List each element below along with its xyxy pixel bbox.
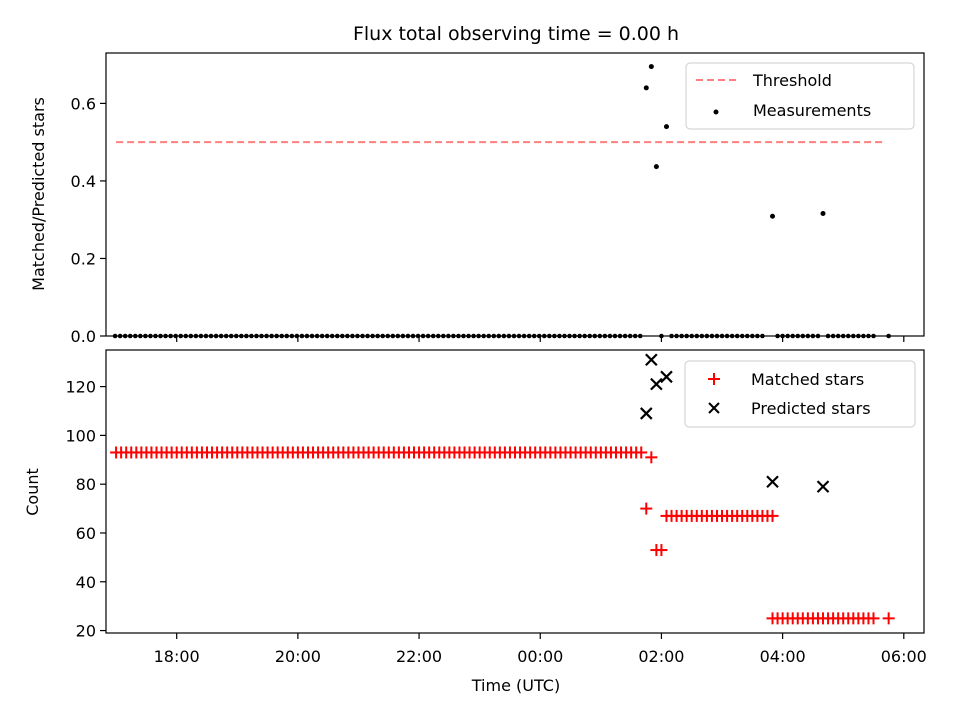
measurement-point bbox=[663, 124, 669, 130]
ratio-axes-frame bbox=[105, 52, 925, 337]
legend-predicted-label: Predicted stars bbox=[751, 399, 871, 418]
matched-star-point bbox=[766, 509, 779, 522]
matched-star-point bbox=[635, 446, 648, 459]
x-tick-label: 00:00 bbox=[517, 647, 563, 666]
matched-star-point bbox=[867, 612, 880, 625]
legend-matched-swatch bbox=[708, 373, 720, 385]
y-tick-label: 80 bbox=[76, 475, 96, 494]
y-tick-label: 40 bbox=[76, 573, 96, 592]
y-tick-label: 120 bbox=[65, 378, 96, 397]
ratio-x-ticks bbox=[176, 336, 905, 342]
count-plot-area bbox=[110, 353, 895, 625]
y-tick-label: 60 bbox=[76, 524, 96, 543]
measurement-point bbox=[653, 164, 659, 170]
predicted-star-point bbox=[645, 353, 658, 367]
y-tick-label: 0.2 bbox=[71, 249, 96, 268]
x-tick-label: 18:00 bbox=[154, 647, 200, 666]
panel-count: 20 40 60 80 100 120 18:00 20:00 22:00 00:00 02:00… bbox=[23, 349, 927, 695]
ratio-legend-box bbox=[685, 62, 915, 130]
predicted-star-point bbox=[660, 370, 673, 384]
legend-predicted-swatch bbox=[708, 402, 720, 414]
matched-star-point bbox=[640, 502, 653, 515]
matched-star-point bbox=[645, 451, 658, 464]
measurement-point bbox=[648, 64, 654, 70]
ratio-y-axis: 0.0 0.2 0.4 0.6 bbox=[71, 94, 106, 346]
x-axis-label: Time (UTC) bbox=[471, 676, 560, 695]
y-tick-label: 20 bbox=[76, 622, 96, 641]
y-tick-label: 0.4 bbox=[71, 172, 96, 191]
measurement-point bbox=[643, 85, 649, 91]
legend-measurements-swatch bbox=[713, 109, 719, 115]
x-tick-label: 02:00 bbox=[638, 647, 684, 666]
measurement-point bbox=[770, 213, 776, 219]
predicted-star-point bbox=[640, 407, 653, 420]
y-tick-label: 0.0 bbox=[71, 327, 96, 346]
count-legend: Matched stars Predicted stars bbox=[684, 360, 916, 428]
count-legend-box bbox=[684, 360, 916, 428]
measurement-point bbox=[820, 210, 826, 216]
y-tick-label: 100 bbox=[65, 426, 96, 445]
count-x-axis: 18:00 20:00 22:00 00:00 02:00 04:00 06:00 bbox=[154, 633, 927, 666]
x-tick-label: 20:00 bbox=[275, 647, 321, 666]
x-tick-label: 04:00 bbox=[760, 647, 806, 666]
x-tick-label: 06:00 bbox=[881, 647, 927, 666]
ratio-plot-area bbox=[112, 64, 891, 339]
count-y-axis-label: Count bbox=[23, 468, 42, 516]
legend-threshold-label: Threshold bbox=[752, 71, 832, 90]
panel-ratio: Flux total observing time = 0.00 h 0.00.… bbox=[29, 23, 925, 346]
chart-title: Flux total observing time = 0.00 h bbox=[353, 23, 679, 45]
count-axes-frame bbox=[105, 349, 925, 634]
count-y-axis: 20 40 60 80 100 120 bbox=[65, 378, 106, 641]
legend-measurements-label: Measurements bbox=[753, 101, 871, 120]
legend-matched-label: Matched stars bbox=[751, 370, 864, 389]
y-tick-label: 0.6 bbox=[71, 94, 96, 113]
matched-star-point bbox=[882, 612, 895, 625]
predicted-star-point bbox=[650, 377, 663, 391]
matched-star-point bbox=[655, 544, 668, 557]
predicted-star-point bbox=[816, 480, 830, 493]
predicted-star-point bbox=[766, 475, 779, 489]
ratio-legend: Threshold Measurements bbox=[685, 62, 915, 130]
x-tick-label: 22:00 bbox=[396, 647, 442, 666]
ratio-y-axis-label: Matched/Predicted stars bbox=[29, 97, 48, 291]
